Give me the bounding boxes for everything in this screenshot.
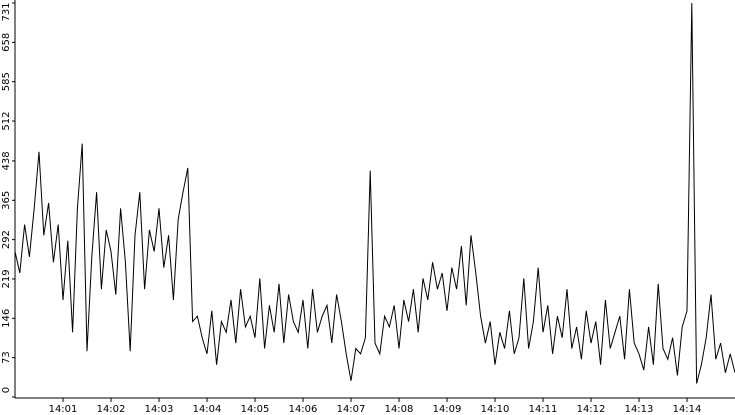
x-tick-label: 14:02	[97, 404, 126, 415]
x-tick-label: 14:01	[49, 404, 78, 415]
x-tick-label: 14:03	[145, 404, 174, 415]
series-line	[14, 2, 735, 384]
x-tick-label: 14:13	[625, 404, 654, 415]
y-tick-label: 658	[1, 33, 12, 52]
x-tick-label: 14:07	[337, 404, 366, 415]
y-tick-label: 585	[1, 72, 12, 91]
y-tick-label: 146	[1, 309, 12, 328]
x-tick-label: 14:08	[385, 404, 414, 415]
x-tick-label: 14:12	[577, 404, 606, 415]
x-tick-label: 14:11	[529, 404, 558, 415]
y-tick-label: 292	[1, 230, 12, 249]
x-tick-label: 14:10	[481, 404, 510, 415]
y-tick-label: 0	[1, 387, 12, 393]
x-tick-label: 14:09	[433, 404, 462, 415]
x-tick-label: 14:06	[289, 404, 318, 415]
y-tick-label: 73	[1, 351, 12, 364]
y-tick-label: 438	[1, 151, 12, 170]
y-tick-label: 365	[1, 191, 12, 210]
y-tick-label: 219	[1, 269, 12, 288]
x-tick-label: 14:14	[673, 404, 702, 415]
x-tick-label: 14:04	[193, 404, 222, 415]
x-tick-label: 14:05	[241, 404, 270, 415]
y-tick-label: 731	[1, 2, 12, 21]
y-tick-label: 512	[1, 111, 12, 130]
